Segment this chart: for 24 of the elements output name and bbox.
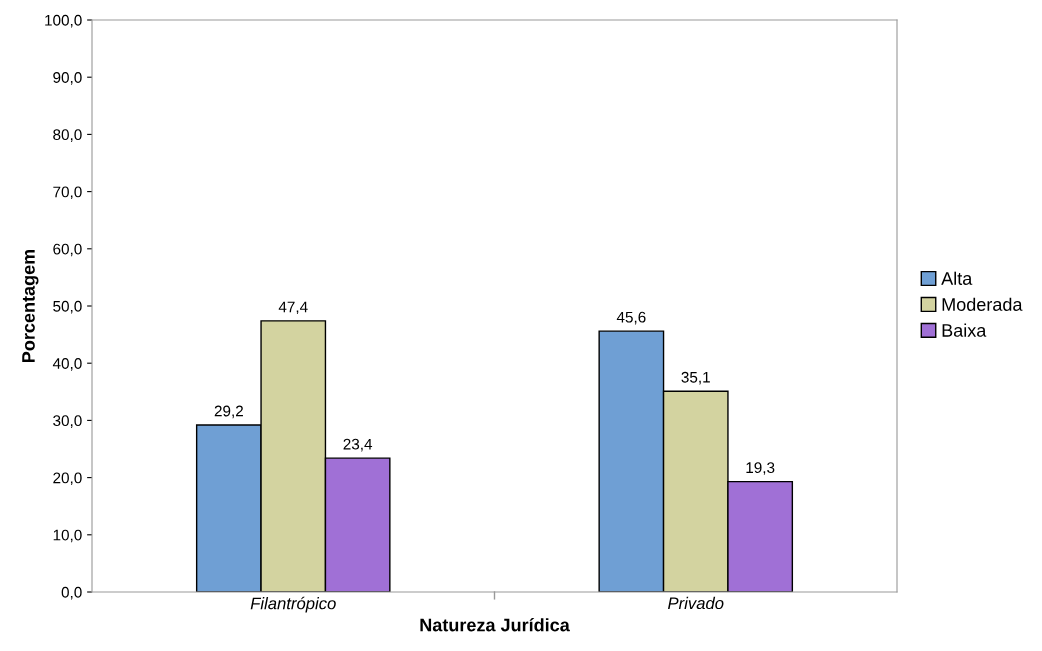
y-tick-label: 0,0 [61,586,82,600]
legend-label: Alta [941,271,973,285]
data-label: 45,6 [616,311,646,325]
y-tick-label: 40,0 [52,358,82,371]
data-label: 47,4 [278,301,308,315]
data-label: 23,4 [343,438,373,452]
y-tick-label: 30,0 [53,415,82,428]
y-tick-label: 80,0 [53,129,82,142]
y-tick-label: 10,0 [53,529,82,543]
y-tick-label: 70,0 [53,186,82,200]
data-label: 35,1 [681,371,710,385]
data-label: 29,2 [214,405,243,419]
y-tick-label: 90,0 [53,72,82,85]
legend-label: Moderada [942,297,1023,311]
y-tick-label: 20,0 [53,472,82,486]
x-axis-title: Natureza Jurídica [420,617,570,632]
y-tick-label: 50,0 [53,300,82,314]
x-tick-label: Filantrópico [250,596,336,613]
data-label: 19,3 [746,462,775,475]
y-tick-label: 100,0 [45,14,82,28]
y-axis-title: Porcentagem [22,249,39,362]
x-tick-label: Privado [668,596,724,610]
legend-label: Baixa [942,323,987,337]
y-tick-label: 60,0 [53,243,82,257]
